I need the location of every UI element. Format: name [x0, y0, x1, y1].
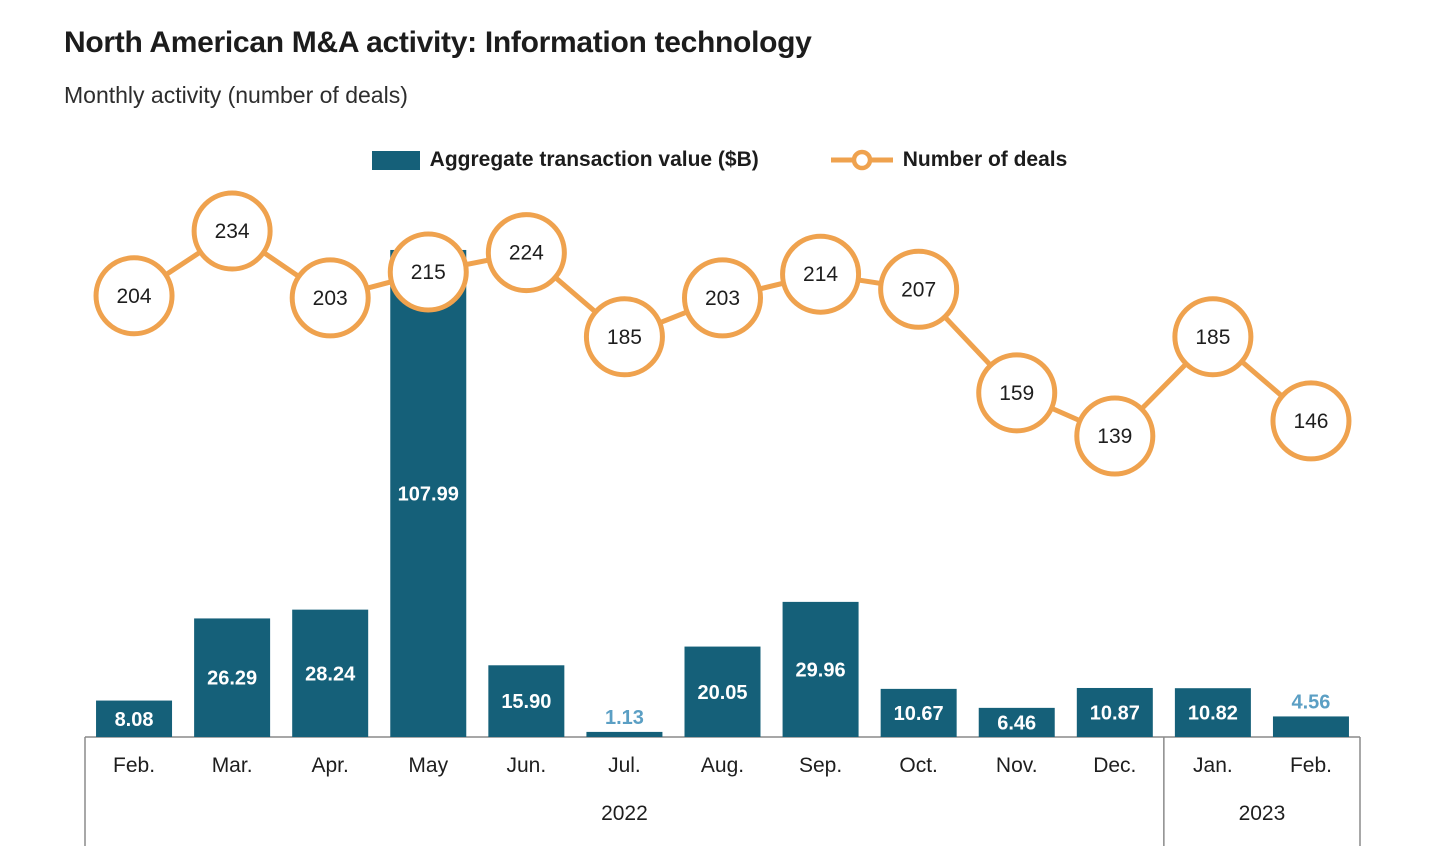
bar-value-label: 15.90 [501, 691, 551, 713]
year-label: 2022 [601, 802, 648, 825]
month-label: Oct. [899, 754, 938, 777]
bar-value-label: 6.46 [997, 712, 1036, 734]
deals-marker [682, 257, 763, 339]
bar-series-swatch [371, 150, 420, 170]
deals-marker [485, 212, 567, 294]
bar [782, 601, 859, 737]
deals-marker [1172, 296, 1254, 378]
legend-item-line: Number of deals [830, 148, 1068, 172]
bar [390, 249, 467, 738]
month-label: May [408, 754, 448, 777]
deals-marker [1074, 395, 1156, 477]
bar-value-label: 20.05 [697, 682, 747, 704]
bar-value-label: 4.56 [1291, 691, 1330, 713]
bar [684, 646, 761, 737]
month-label: Sep. [799, 754, 842, 777]
bar [1076, 687, 1153, 737]
month-label: Jun. [506, 754, 546, 777]
bar [194, 618, 271, 737]
bar [488, 665, 565, 737]
month-label: Aug. [701, 754, 744, 777]
deals-marker-label: 203 [705, 287, 740, 310]
bar-value-label: 107.99 [398, 483, 459, 505]
chart-title: North American M&A activity: Information… [64, 26, 812, 59]
legend-label-line: Number of deals [902, 148, 1068, 171]
deals-marker [583, 296, 665, 378]
deals-marker-label: 203 [313, 287, 348, 310]
deals-marker [289, 257, 371, 339]
bar-value-label: 29.96 [796, 659, 846, 681]
deals-marker [878, 248, 960, 330]
deals-marker [387, 231, 469, 313]
bar [586, 731, 663, 737]
deals-marker-label: 215 [411, 261, 446, 284]
bar-value-label: 26.29 [207, 668, 257, 690]
bar [1174, 688, 1251, 737]
line-series-marker-icon [830, 149, 893, 171]
deals-marker [93, 255, 175, 337]
month-label: Feb. [113, 754, 155, 777]
bar [292, 609, 369, 737]
month-label: Mar. [212, 754, 253, 777]
deals-marker-label: 146 [1293, 410, 1328, 433]
bar [880, 688, 957, 737]
month-label: Jul. [608, 754, 641, 777]
deals-marker-label: 139 [1097, 425, 1132, 448]
month-label: Nov. [996, 754, 1038, 777]
bar-value-label: 28.24 [305, 663, 356, 685]
legend: Aggregate transaction value ($B) Number … [0, 148, 1439, 172]
deals-marker-label: 207 [901, 278, 936, 301]
deals-marker-label: 185 [1195, 326, 1230, 349]
month-label: Feb. [1290, 754, 1332, 777]
bar-value-label: 10.82 [1188, 703, 1238, 725]
bar-value-label: 10.87 [1090, 702, 1140, 724]
bar-value-label: 10.67 [894, 703, 944, 725]
bar [978, 707, 1055, 737]
chart-subtitle: Monthly activity (number of deals) [64, 82, 408, 108]
bar [96, 700, 173, 737]
deals-marker [780, 233, 862, 315]
deals-marker [976, 352, 1058, 434]
deals-marker-label: 234 [215, 220, 250, 243]
month-label: Jan. [1193, 754, 1233, 777]
deals-marker-label: 159 [999, 382, 1034, 405]
month-label: Dec. [1093, 754, 1136, 777]
deals-marker [1270, 380, 1352, 462]
deals-marker [191, 190, 273, 272]
legend-item-bars: Aggregate transaction value ($B) [371, 148, 759, 172]
month-label: Apr. [312, 754, 349, 777]
year-label: 2023 [1239, 802, 1286, 825]
deals-marker-label: 214 [803, 263, 838, 286]
bar-value-label: 8.08 [115, 709, 154, 731]
deals-marker-label: 185 [607, 326, 642, 349]
legend-label-bars: Aggregate transaction value ($B) [429, 148, 759, 171]
deals-marker-label: 224 [509, 242, 544, 265]
bar [1272, 716, 1349, 737]
bar-value-label: 1.13 [605, 707, 644, 729]
deals-marker-label: 204 [117, 285, 152, 308]
